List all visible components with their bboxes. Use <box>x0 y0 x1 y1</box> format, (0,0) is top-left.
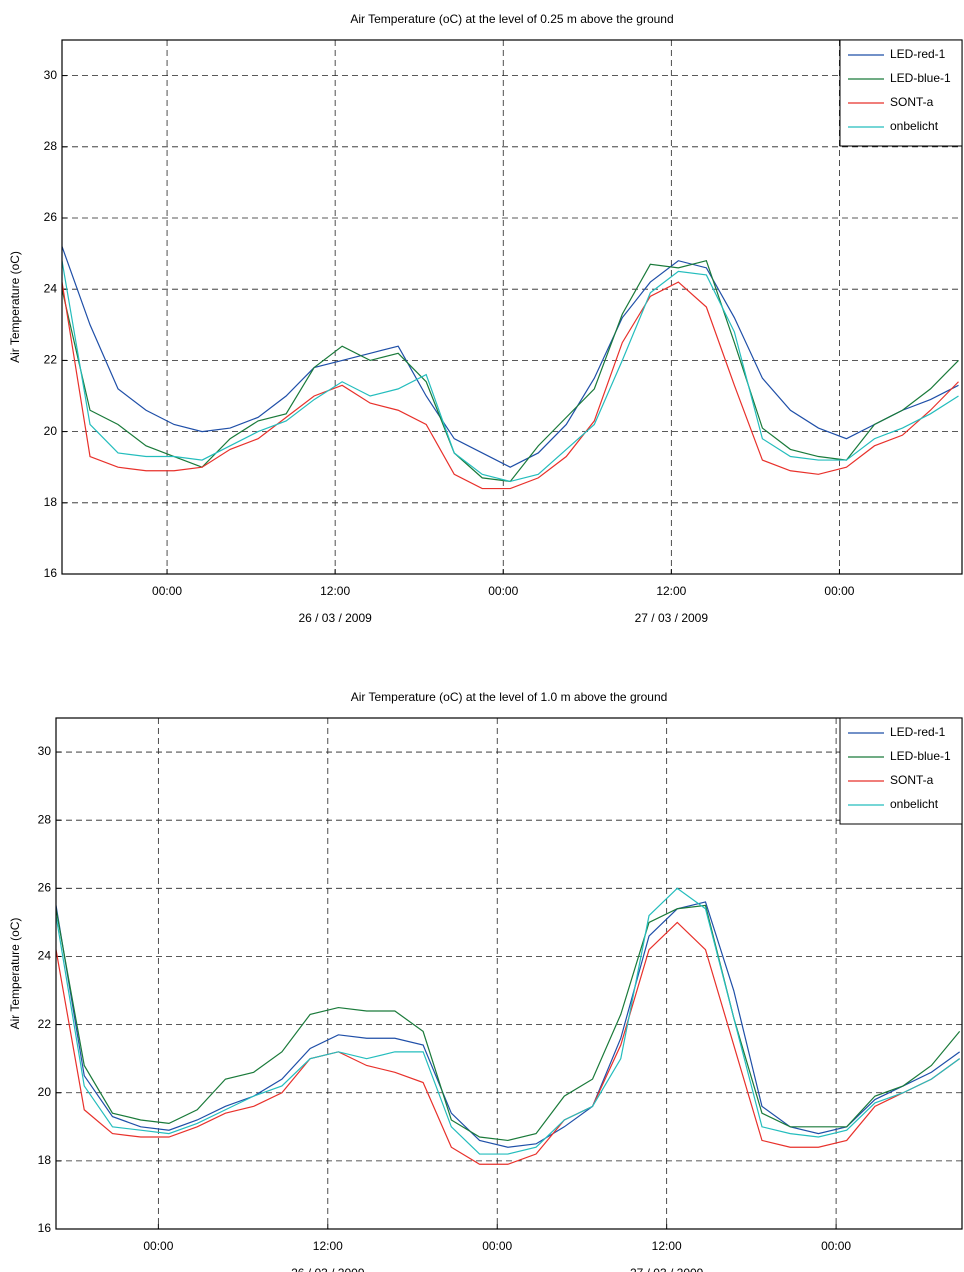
y-axis-label: Air Temperature (oC) <box>8 918 22 1030</box>
legend-box <box>839 39 963 147</box>
y-tick-label: 20 <box>38 1085 52 1099</box>
y-tick-label: 22 <box>44 353 58 367</box>
legend-label: SONT-a <box>890 773 934 787</box>
date-label: 26 / 03 / 2009 <box>298 611 372 625</box>
y-tick-label: 30 <box>38 744 52 758</box>
legend-label: LED-blue-1 <box>890 71 951 85</box>
x-tick-label: 12:00 <box>313 1239 343 1253</box>
y-tick-label: 26 <box>44 210 58 224</box>
x-tick-label: 00:00 <box>821 1239 851 1253</box>
y-tick-label: 22 <box>38 1017 52 1031</box>
series-line <box>62 281 959 490</box>
date-label: 27 / 03 / 2009 <box>630 1266 704 1272</box>
chart-title: Air Temperature (oC) at the level of 1.0… <box>351 690 668 704</box>
y-axis-label: Air Temperature (oC) <box>8 251 22 363</box>
x-tick-label: 00:00 <box>824 584 854 598</box>
legend-label: onbelicht <box>890 119 939 133</box>
series-line <box>62 260 959 483</box>
y-tick-label: 18 <box>44 495 58 509</box>
legend-label: LED-red-1 <box>890 47 946 61</box>
y-tick-label: 18 <box>38 1153 52 1167</box>
legend-label: LED-red-1 <box>890 725 946 739</box>
series-line <box>56 887 961 1155</box>
y-tick-label: 28 <box>38 812 52 826</box>
series-line <box>56 901 961 1148</box>
y-tick-label: 16 <box>38 1221 52 1235</box>
y-tick-label: 16 <box>44 566 58 580</box>
plot-frame <box>55 717 963 1230</box>
legend-label: onbelicht <box>890 797 939 811</box>
series-line <box>56 904 961 1142</box>
date-label: 26 / 03 / 2009 <box>291 1266 365 1272</box>
y-tick-label: 28 <box>44 139 58 153</box>
x-tick-label: 12:00 <box>320 584 350 598</box>
series-line <box>62 260 959 483</box>
x-tick-label: 00:00 <box>152 584 182 598</box>
x-tick-label: 12:00 <box>656 584 686 598</box>
y-tick-label: 26 <box>38 881 52 895</box>
x-tick-label: 12:00 <box>652 1239 682 1253</box>
y-tick-label: 20 <box>44 424 58 438</box>
plot-frame <box>61 39 963 575</box>
y-tick-label: 24 <box>38 949 52 963</box>
date-label: 27 / 03 / 2009 <box>635 611 709 625</box>
y-tick-label: 24 <box>44 281 58 295</box>
y-tick-label: 30 <box>44 68 58 82</box>
chart-title: Air Temperature (oC) at the level of 0.2… <box>350 12 673 26</box>
legend-label: LED-blue-1 <box>890 749 951 763</box>
series-line <box>56 921 961 1165</box>
x-tick-label: 00:00 <box>482 1239 512 1253</box>
x-tick-label: 00:00 <box>143 1239 173 1253</box>
series-line <box>62 246 959 468</box>
legend-label: SONT-a <box>890 95 934 109</box>
x-tick-label: 00:00 <box>488 584 518 598</box>
legend-box <box>839 717 963 825</box>
